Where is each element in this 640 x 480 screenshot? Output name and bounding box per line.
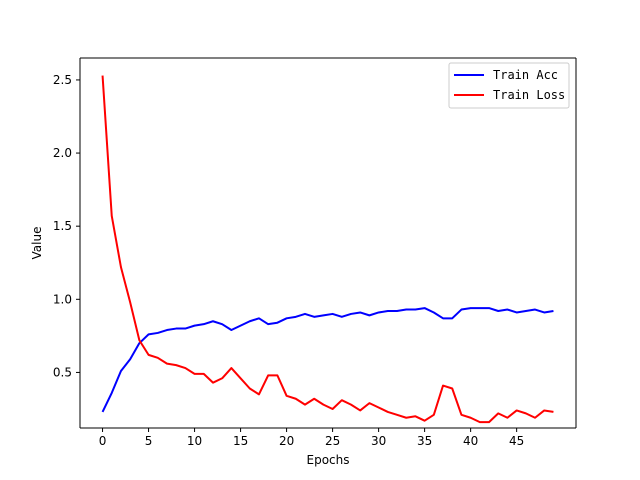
- series-line-train-loss: [101, 75, 554, 424]
- x-tick-label: 25: [325, 434, 340, 448]
- legend: Train Acc Train Loss: [448, 62, 570, 109]
- plot-area: [80, 58, 576, 428]
- legend-label-train-loss: Train Loss: [493, 88, 565, 102]
- series-line-train-acc: [101, 307, 554, 413]
- y-tick-label: 1.5: [53, 219, 72, 233]
- x-tick-label: 20: [279, 434, 294, 448]
- y-tick-label: 0.5: [53, 365, 72, 379]
- axes-frame: [79, 57, 577, 429]
- legend-label-train-acc: Train Acc: [493, 68, 558, 82]
- ticks-layer: 0 5 10 15 20 25 30 35 40 45 0.5 1.0 1.5 2.0 2.5: [53, 73, 524, 448]
- y-tick-label: 2.0: [53, 146, 72, 160]
- x-tick-label: 35: [417, 434, 432, 448]
- x-tick-label: 0: [99, 434, 107, 448]
- y-axis-label: Value: [30, 227, 44, 260]
- x-axis-label: Epochs: [307, 453, 350, 467]
- x-tick-label: 15: [233, 434, 248, 448]
- x-tick-label: 5: [145, 434, 153, 448]
- series-layer: [101, 75, 554, 424]
- y-tick-label: 2.5: [53, 73, 72, 87]
- x-tick-label: 45: [509, 434, 524, 448]
- y-tick-label: 1.0: [53, 292, 72, 306]
- x-tick-label: 40: [463, 434, 478, 448]
- x-tick-label: 10: [187, 434, 202, 448]
- x-tick-label: 30: [371, 434, 386, 448]
